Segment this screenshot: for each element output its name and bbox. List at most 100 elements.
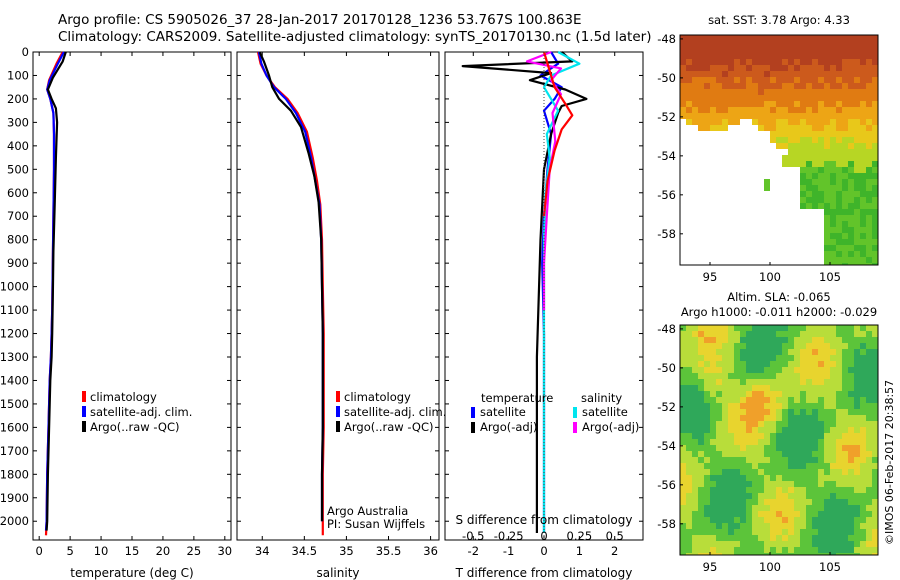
x-axis-label: T difference from climatology: [455, 566, 633, 580]
climatology-title: Climatology: CARS2009. Satellite-adjuste…: [58, 29, 652, 45]
x-tick-label: 5: [66, 544, 73, 558]
x-tick-label: 105: [819, 560, 841, 574]
y-tick-label: -52: [657, 400, 676, 414]
legend-entry: satellite-adj. clim.: [344, 405, 446, 419]
legend-entry: satellite: [480, 405, 526, 419]
x-tick-label: -2: [468, 544, 479, 558]
legend-swatch: [336, 391, 340, 402]
legend-entry: Argo(..raw -QC): [90, 420, 180, 434]
y-tick-label: 1200: [0, 327, 29, 341]
y-tick-label: 100: [7, 68, 29, 82]
panel-difference: -2 -1 0 1 2 T difference from climatology -0.5…: [444, 50, 644, 580]
x-tick-label: 10: [94, 544, 109, 558]
y-tick-label: -48: [657, 32, 676, 46]
x-tick-label: -1: [503, 544, 514, 558]
y-tick-label: -54: [657, 439, 676, 453]
y-tick-label: -50: [657, 71, 676, 85]
x-axis-label: salinity: [316, 566, 359, 580]
legend-swatch: [573, 407, 577, 418]
x-tick-label: 100: [759, 270, 781, 284]
sst-heatmap: [680, 35, 878, 265]
y-tick-label: -56: [657, 478, 676, 492]
x-tick-label: 35.5: [376, 544, 402, 558]
y-tick-label: -48: [657, 322, 676, 336]
panel-salinity: 34 34.5 35 35.5 36 salinity climatologysatelli…: [236, 51, 446, 580]
legend-header: salinity: [581, 391, 622, 405]
legend-swatch: [336, 406, 340, 417]
legend-swatch: [573, 422, 577, 433]
s-tick-label: -0.25: [494, 529, 524, 543]
legend-entry: satellite-adj. clim.: [90, 405, 192, 419]
y-tick-label: 900: [7, 256, 29, 270]
legend-header: temperature: [481, 391, 553, 405]
sst-map-title: sat. SST: 3.78 Argo: 4.33: [708, 13, 850, 27]
x-tick-label: 100: [759, 560, 781, 574]
y-tick-label: 800: [7, 233, 29, 247]
profile-title: Argo profile: CS 5905026_37 28-Jan-2017 …: [58, 12, 582, 28]
x-tick-label: 95: [703, 560, 718, 574]
y-tick-label: 1400: [0, 373, 29, 387]
x-tick-label: 20: [156, 544, 171, 558]
legend-swatch: [471, 407, 475, 418]
y-tick-label: 500: [7, 162, 29, 176]
legend-swatch: [336, 421, 340, 432]
y-tick-label: 1600: [0, 420, 29, 434]
sla-map-subtitle: Argo h1000: -0.011 h2000: -0.029: [681, 305, 877, 319]
legend-entry: Argo(-adj): [480, 420, 537, 434]
y-tick-label: -52: [657, 110, 676, 124]
legend-entry: climatology: [90, 390, 157, 404]
sst-map-frame: [679, 34, 879, 266]
x-tick-label: 2: [611, 544, 618, 558]
legend-swatch: [471, 422, 475, 433]
s-tick-label: -0.5: [462, 529, 484, 543]
y-tick-label: -58: [657, 517, 676, 531]
x-tick-label: 105: [819, 270, 841, 284]
x-tick-label: 0: [540, 544, 547, 558]
series-line-argo-raw-qc-: [258, 51, 324, 522]
sla-map-title: Altim. SLA: -0.065: [727, 290, 831, 304]
panel-temperature: 0100200300400500600700800900100011001200…: [0, 45, 232, 580]
x-tick-label: 15: [125, 544, 140, 558]
legend-entry: Argo(..raw -QC): [344, 420, 434, 434]
s-tick-label: 0.5: [606, 529, 624, 543]
x-tick-label: 25: [187, 544, 202, 558]
credit-text: ©IMOS 06-Feb-2017 20:38:57: [883, 379, 896, 545]
sla-map-frame: [679, 324, 879, 556]
s-tick-label: 0.25: [567, 529, 593, 543]
x-tick-label: 30: [217, 544, 232, 558]
legend-swatch: [82, 421, 86, 432]
y-tick-label: 0: [22, 45, 29, 59]
legend-entry: satellite: [582, 405, 628, 419]
sla-heatmap: [680, 325, 878, 555]
series-line-temperature-argo-adj-: [461, 51, 588, 533]
x-tick-label: 1: [576, 544, 583, 558]
y-tick-label: 300: [7, 115, 29, 129]
panel-sst-map: -48 -50 -52 -54 -56 -58 95 100 105 sat. SST: 3.78…: [657, 13, 879, 284]
legend-swatch: [82, 406, 86, 417]
series-line-salinity-argo-adj-: [525, 50, 563, 311]
y-tick-label: -58: [657, 227, 676, 241]
x-tick-label: 95: [703, 270, 718, 284]
y-tick-label: -50: [657, 361, 676, 375]
y-tick-label: 2000: [0, 514, 29, 528]
s-tick-label: 0: [540, 529, 547, 543]
temperature-axes-box: [32, 51, 232, 541]
legend-entry: climatology: [344, 390, 411, 404]
x-tick-label: 0: [36, 544, 43, 558]
salinity-axes-box: [236, 51, 440, 541]
x-tick-label: 36: [423, 544, 438, 558]
y-tick-label: 400: [7, 139, 29, 153]
legend-swatch: [82, 391, 86, 402]
y-tick-label: 1800: [0, 467, 29, 481]
legend-entry: Argo(-adj): [582, 420, 639, 434]
y-tick-label: 700: [7, 209, 29, 223]
panel-sla-map: -48 -50 -52 -54 -56 -58 95 100 105 Altim. SLA: -0…: [657, 290, 879, 574]
y-tick-label: -56: [657, 188, 676, 202]
y-tick-label: 1100: [0, 303, 29, 317]
y-tick-label: 600: [7, 186, 29, 200]
x-tick-label: 34: [255, 544, 270, 558]
y-tick-label: 1900: [0, 491, 29, 505]
y-tick-label: 200: [7, 92, 29, 106]
x-tick-label: 35: [339, 544, 354, 558]
